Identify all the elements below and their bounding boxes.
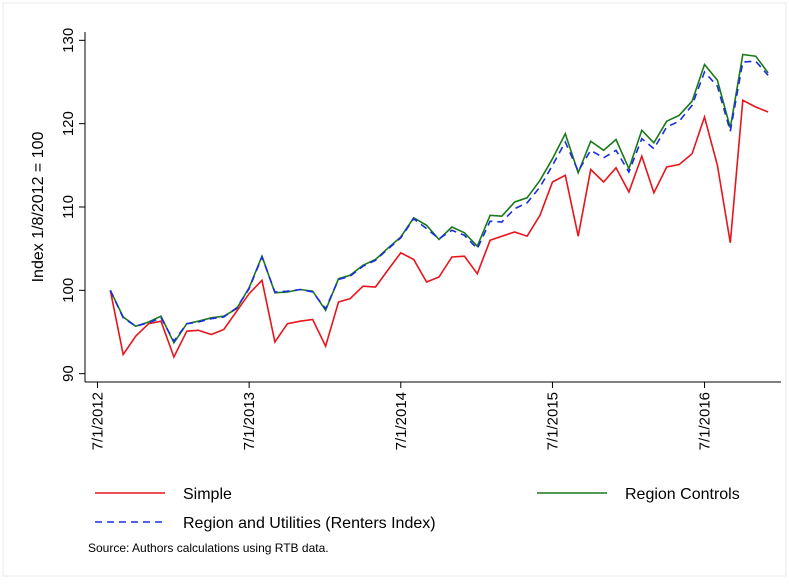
y-tick-label: 100 [60, 278, 77, 303]
series-line [109, 53, 769, 345]
y-tick-label: 130 [60, 28, 77, 53]
x-tick-label: 7/1/2015 [544, 392, 561, 450]
series-line [109, 60, 769, 343]
legend-label: Region Controls [625, 486, 740, 503]
series-line [109, 99, 769, 360]
y-tick-label: 110 [60, 195, 77, 219]
legend-label: Region and Utilities (Renters Index) [183, 515, 436, 532]
frame [2, 2, 787, 577]
x-tick-label: 7/1/2012 [89, 392, 106, 450]
legend-label: Simple [183, 486, 232, 503]
source-note: Source: Authors calculations using RTB d… [88, 541, 329, 555]
x-tick-label: 7/1/2014 [393, 392, 410, 450]
y-tick-label: 90 [60, 365, 77, 382]
y-tick-label: 120 [60, 111, 77, 136]
x-tick-label: 7/1/2013 [241, 392, 258, 450]
y-axis-label: Index 1/8/2012 = 100 [30, 132, 47, 283]
x-tick-label: 7/1/2016 [697, 392, 714, 450]
